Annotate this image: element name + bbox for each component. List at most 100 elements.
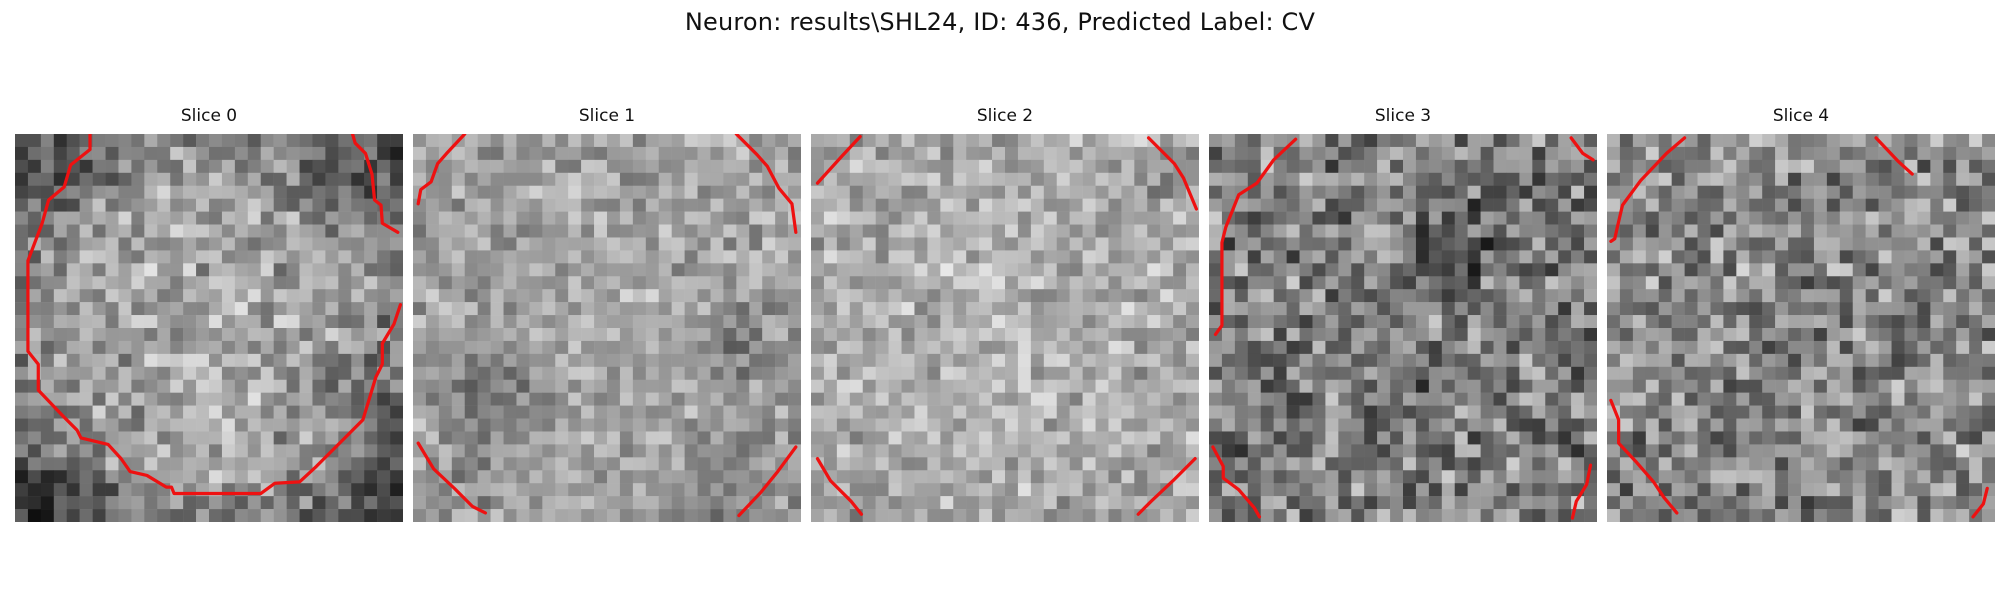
pixel-cell (1441, 470, 1455, 484)
pixel-cell (632, 315, 647, 329)
pixel-cell (736, 276, 750, 290)
pixel-cell (312, 198, 326, 212)
pixel-cell (1891, 172, 1905, 186)
pixel-cell (1325, 263, 1339, 277)
pixel-cell (1852, 392, 1866, 406)
pixel-cell (260, 418, 274, 432)
pixel-cell (619, 457, 634, 471)
pixel-cell (875, 496, 889, 510)
pixel-cell (1749, 496, 1763, 510)
pixel-cell (645, 405, 659, 419)
pixel-cell (390, 159, 403, 174)
pixel-cell (1801, 340, 1815, 355)
pixel-cell (312, 328, 326, 342)
pixel-cell (286, 366, 300, 380)
pixel-cell (1813, 276, 1828, 290)
pixel-cell (966, 470, 980, 484)
slice-panel-2: Slice 2 (811, 106, 1199, 526)
pixel-cell (1697, 340, 1711, 355)
pixel-cell (413, 457, 427, 471)
pixel-cell (1173, 483, 1187, 497)
pixel-cell (260, 315, 274, 329)
pixel-cell (849, 263, 863, 277)
pixel-cell (1377, 392, 1391, 406)
pixel-cell (1364, 366, 1378, 380)
pixel-cell (888, 237, 902, 251)
pixel-cell (1351, 302, 1365, 316)
pixel-cell (811, 470, 825, 484)
pixel-cell (1532, 405, 1546, 419)
pixel-cell (1865, 172, 1879, 186)
pixel-cell (451, 340, 465, 355)
pixel-cell (1467, 496, 1481, 510)
pixel-cell (131, 185, 145, 199)
pixel-cell (1454, 444, 1468, 458)
pixel-cell (1069, 172, 1083, 186)
pixel-cell (144, 379, 158, 393)
pixel-cell (1390, 146, 1404, 161)
pixel-cell (209, 263, 223, 277)
pixel-cell (438, 444, 453, 458)
pixel-cell (1545, 172, 1559, 186)
pixel-cell (1775, 198, 1789, 212)
pixel-cell (1160, 379, 1174, 393)
pixel-cell (390, 237, 403, 251)
pixel-cell (1532, 353, 1546, 368)
pixel-cell (1607, 431, 1621, 445)
pixel-cell (196, 315, 210, 329)
pixel-cell (888, 444, 902, 458)
pixel-cell (1969, 185, 1983, 199)
pixel-cell (1056, 457, 1070, 471)
pixel-cell (1480, 250, 1494, 264)
pixel-cell (697, 470, 711, 484)
pixel-cell (542, 250, 556, 264)
pixel-cell (1813, 366, 1828, 380)
pixel-cell (1736, 392, 1750, 406)
pixel-cell (1209, 276, 1223, 290)
pixel-cell (901, 457, 915, 471)
pixel-cell (1671, 418, 1685, 432)
pixel-cell (1826, 276, 1841, 290)
pixel-cell (464, 159, 478, 174)
pixel-cell (1121, 379, 1135, 393)
pixel-cell (1147, 392, 1161, 406)
pixel-cell (1017, 289, 1032, 303)
pixel-cell (27, 431, 42, 445)
pixel-cell (529, 509, 543, 522)
pixel-cell (1506, 340, 1520, 355)
pixel-cell (1428, 224, 1443, 238)
pixel-cell (1095, 379, 1109, 393)
pixel-cell (1607, 315, 1621, 329)
pixel-cell (901, 418, 915, 432)
pixel-cell (671, 392, 685, 406)
pixel-cell (1671, 159, 1685, 174)
pixel-cell (966, 496, 980, 510)
pixel-cell (196, 302, 210, 316)
pixel-cell (490, 328, 504, 342)
pixel-cell (1891, 457, 1905, 471)
pixel-cell (1684, 237, 1698, 251)
pixel-cell (607, 315, 621, 329)
pixel-cell (1571, 315, 1585, 329)
pixel-cell (697, 444, 711, 458)
pixel-cell (1454, 379, 1468, 393)
pixel-cell (209, 315, 223, 329)
pixel-cell (1338, 405, 1352, 419)
pixel-cell (325, 340, 339, 355)
pixel-cell (658, 470, 672, 484)
pixel-cell (260, 159, 274, 174)
pixel-cell (1480, 263, 1494, 277)
pixel-cell (1480, 224, 1494, 238)
pixel-cell (1415, 237, 1430, 251)
pixel-cell (594, 509, 608, 522)
pixel-cell (1788, 198, 1802, 212)
pixel-cell (1801, 198, 1815, 212)
pixel-cell (1056, 276, 1070, 290)
pixel-cell (1813, 431, 1828, 445)
pixel-cell (1956, 224, 1970, 238)
pixel-cell (619, 418, 634, 432)
pixel-cell (927, 134, 941, 148)
pixel-cell (1221, 146, 1236, 161)
pixel-cell (555, 134, 569, 148)
pixel-cell (1325, 353, 1339, 368)
